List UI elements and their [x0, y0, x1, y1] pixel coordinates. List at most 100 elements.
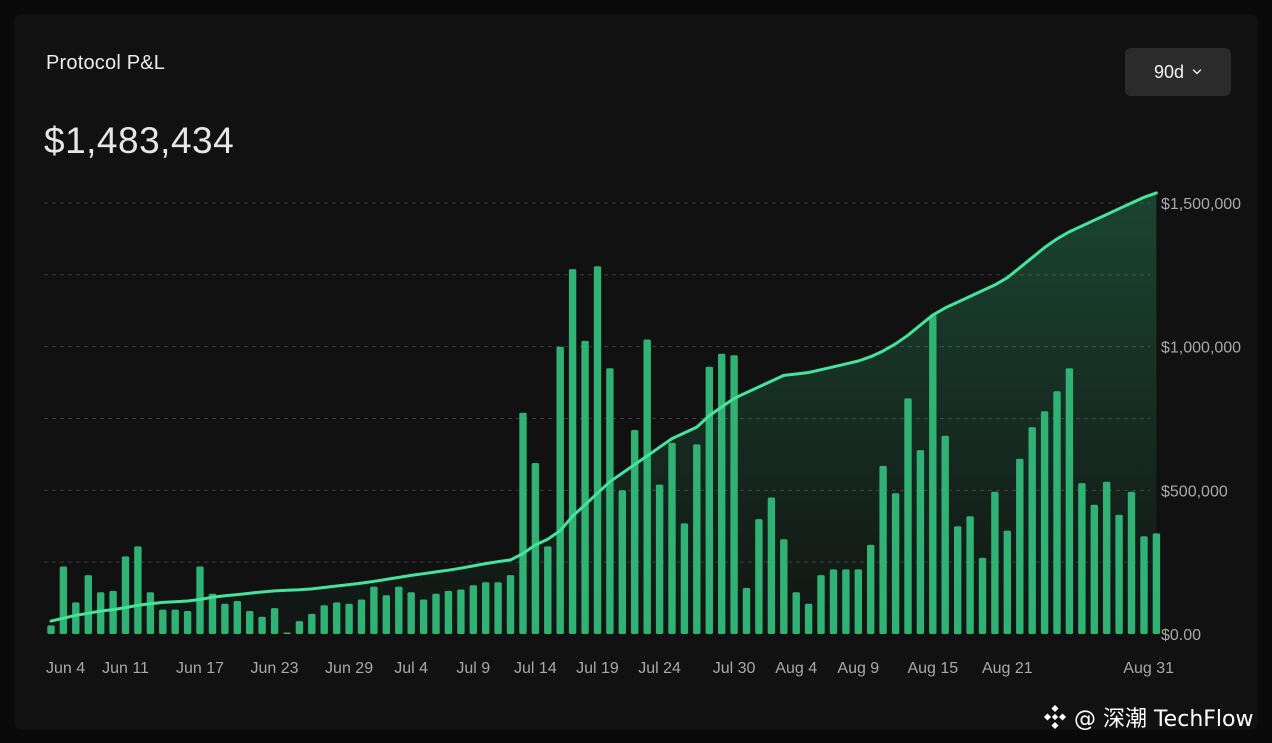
chevron-down-icon — [1192, 69, 1202, 75]
x-tick-label: Jul 30 — [713, 660, 756, 677]
bar — [680, 523, 689, 634]
x-tick-label: Jun 29 — [325, 660, 373, 677]
x-tick-label: Aug 15 — [907, 660, 958, 677]
watermark: @ 深潮 TechFlow — [1042, 703, 1254, 732]
bar — [233, 601, 241, 634]
x-tick-label: Jul 9 — [456, 660, 490, 677]
bar — [432, 593, 440, 634]
bar — [109, 590, 117, 634]
bar — [159, 609, 167, 634]
bar — [395, 586, 403, 634]
cumulative-line — [49, 191, 1158, 623]
bar — [891, 493, 900, 634]
bar — [593, 266, 602, 634]
x-axis: Jun 4 Jun 11 Jun 17 Jun 23 Jun 29 Jul 4 Jul 9 J… — [46, 660, 1174, 677]
bar — [730, 355, 738, 634]
bar — [72, 602, 80, 634]
bar — [954, 526, 962, 635]
bar — [842, 569, 850, 634]
bar — [929, 315, 937, 634]
bar — [283, 632, 291, 634]
bar — [171, 609, 179, 634]
bar — [444, 590, 453, 634]
bar — [829, 569, 838, 634]
bar — [134, 546, 142, 634]
x-tick-label: Jul 19 — [576, 660, 619, 677]
bar — [1140, 536, 1148, 634]
y-tick-label: $1,500,000 — [1161, 196, 1241, 213]
x-tick-label: Jun 11 — [102, 660, 149, 677]
bar-layer — [47, 266, 1161, 635]
bar — [879, 465, 887, 634]
bar — [792, 592, 800, 634]
x-tick-label: Jun 23 — [251, 660, 299, 677]
bar — [643, 339, 651, 634]
bar — [494, 582, 502, 634]
bar — [966, 516, 974, 634]
bar — [482, 582, 490, 634]
bar — [246, 611, 254, 634]
bar — [668, 442, 676, 634]
bar — [556, 346, 564, 634]
bar — [84, 575, 92, 634]
bar — [320, 605, 328, 634]
bar — [59, 566, 68, 634]
bar — [606, 368, 614, 634]
x-tick-label: Aug 4 — [775, 660, 817, 677]
range-dropdown-button[interactable]: 90d — [1125, 48, 1231, 96]
bar — [742, 588, 751, 634]
bar — [270, 608, 279, 634]
bar — [221, 603, 229, 634]
watermark-text: @ 深潮 TechFlow — [1074, 707, 1254, 732]
bar — [407, 592, 415, 634]
bar — [1065, 368, 1074, 634]
bar — [854, 569, 862, 634]
bar — [469, 585, 477, 634]
bar — [345, 603, 353, 634]
bar — [258, 616, 266, 634]
bar — [755, 519, 763, 634]
bar — [295, 621, 304, 634]
y-axis: $0.00 $500,000 $1,000,000 $1,500,000 — [1161, 196, 1241, 644]
bar — [1016, 458, 1024, 634]
bar — [370, 586, 378, 634]
bar — [519, 412, 527, 634]
bar — [419, 599, 428, 634]
bar — [941, 435, 949, 634]
bar — [867, 544, 875, 634]
bar — [1103, 481, 1111, 634]
bar — [978, 557, 987, 634]
bar — [705, 366, 713, 634]
bar — [121, 556, 130, 634]
bar — [655, 484, 664, 634]
bar — [1040, 411, 1049, 634]
bar — [308, 613, 316, 634]
bar — [208, 593, 217, 634]
x-tick-label: Aug 31 — [1123, 660, 1174, 677]
x-tick-label: Jun 4 — [46, 660, 85, 677]
bar — [568, 269, 577, 634]
bar — [544, 546, 552, 634]
bar — [1028, 427, 1036, 634]
x-tick-label: Jul 14 — [514, 660, 557, 677]
bar — [780, 539, 788, 634]
bar — [581, 340, 589, 634]
bar — [382, 595, 390, 634]
bar — [618, 490, 626, 634]
card-title: Protocol P&L — [46, 52, 166, 74]
bar — [146, 592, 155, 634]
x-tick-label: Jun 17 — [176, 660, 224, 677]
bar — [1127, 491, 1136, 634]
bar — [1090, 504, 1098, 634]
bar — [1152, 533, 1161, 634]
bar — [718, 353, 726, 634]
bar — [904, 398, 912, 634]
bar — [1115, 514, 1123, 634]
bar — [1053, 391, 1061, 634]
bar — [357, 599, 366, 634]
y-tick-label: $0.00 — [1161, 627, 1201, 644]
x-tick-label: Aug 21 — [982, 660, 1033, 677]
line-layer — [49, 191, 1158, 623]
y-tick-label: $1,000,000 — [1161, 340, 1241, 357]
